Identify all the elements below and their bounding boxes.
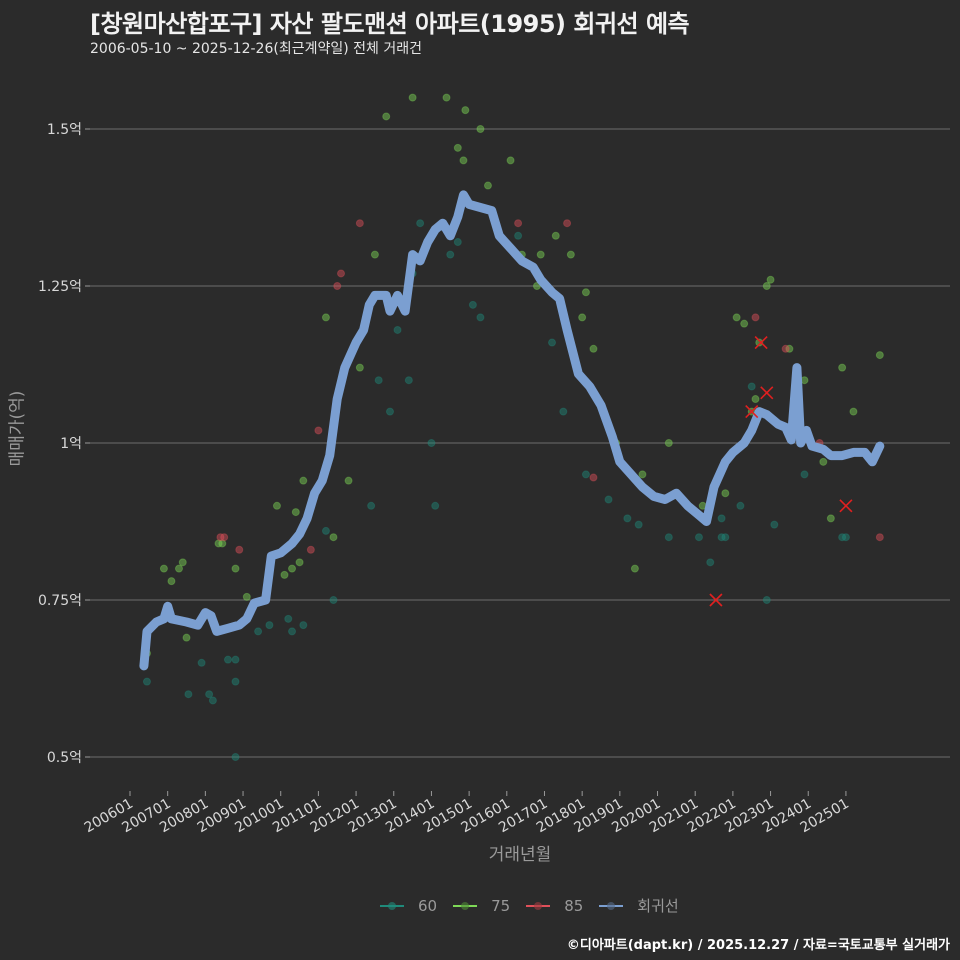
source-caption: ©디아파트(dapt.kr) / 2025.12.27 / 자료=국토교통부 실… [566,938,950,953]
series-75 [142,93,884,658]
y-tick-label: 1억 [60,436,82,452]
chart-subtitle: 2006-05-10 ~ 2025-12-26(최근계약일) 전체 거래건 [90,41,422,57]
series-60 [142,219,850,761]
series-85 [216,219,884,554]
legend-item-75: 75 [453,897,510,915]
cancelled-x-icon [745,405,759,419]
x-axis-label: 거래년월 [488,845,552,865]
cancelled-x-icon [760,386,774,400]
legend-item-regression: 회귀선 [599,895,679,916]
cancelled-x-icon [839,499,853,513]
legend-item-85: 85 [526,897,583,915]
cancelled-x-icon [754,335,768,350]
legend-key-icon [453,900,478,912]
regression-line [139,190,885,671]
legend-item-60: 60 [380,897,437,915]
y-tick-label: 1.25억 [38,279,82,295]
legend-label: 60 [418,896,438,915]
legend-key-icon [526,900,551,912]
y-axis-label: 매매가(억) [7,390,28,467]
legend-label: 75 [491,896,511,915]
y-tick-label: 1.5억 [47,122,82,138]
legend-label: 회귀선 [637,897,679,915]
legend: 60 75 85 회귀선 [380,895,695,916]
legend-key-icon [380,900,404,912]
legend-key-icon [599,900,624,912]
chart-title: [창원마산합포구] 자산 팔도맨션 아파트(1995) 회귀선 예측 [90,10,690,38]
y-tick-label: 0.5억 [47,750,82,766]
y-tick-label: 0.75억 [38,593,82,609]
cancelled-x-icon [709,593,723,607]
legend-label: 85 [564,896,584,915]
